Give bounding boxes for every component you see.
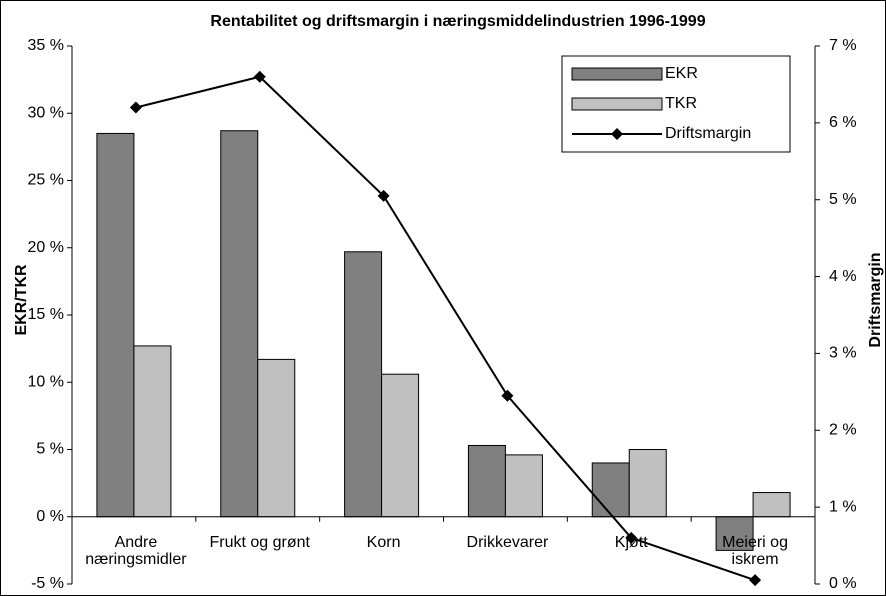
legend-swatch [571,97,663,111]
bar [96,132,135,518]
y2-tick-label: 0 % [829,575,857,592]
bar [133,345,172,518]
bar [752,492,791,518]
line-marker [501,389,514,402]
bar [381,373,420,518]
line [135,75,756,582]
line-marker [625,531,638,544]
y2-tick-label: 4 % [829,268,857,285]
y-tick-label: -5 % [31,575,64,592]
bar [220,130,259,518]
x-tick-label: Frukt og grønt [210,534,311,551]
x-tick-label: Korn [367,534,401,551]
bar [591,462,630,518]
line-marker [749,574,762,587]
x-tick-label: Andre næringsmidler [85,534,187,568]
y2-tick-label: 5 % [829,191,857,208]
y2-tick-label: 7 % [829,37,857,54]
y2-tick-label: 2 % [829,422,857,439]
legend-label: TKR [665,95,697,112]
x-tick-label: Drikkevarer [467,534,549,551]
y-tick-label: 35 % [28,37,64,54]
bar [257,358,296,518]
line-marker [129,101,142,114]
y-tick-label: 30 % [28,104,64,121]
line-marker [253,70,266,83]
legend-marker [611,128,623,140]
y-tick-label: 15 % [28,306,64,323]
chart-title: Rentabilitet og driftsmargin i næringsmi… [210,13,705,30]
bar [467,444,506,518]
y-tick-label: 20 % [28,239,64,256]
legend-label: Driftsmargin [665,125,751,142]
y2-tick-label: 3 % [829,345,857,362]
y2-axis-title: Driftsmargin [867,252,884,347]
y-axis-title: EKR/TKR [13,264,30,336]
bar [344,251,383,518]
y-tick-label: 25 % [28,172,64,189]
y-tick-label: 10 % [28,373,64,390]
y-tick-label: 5 % [36,441,64,458]
legend-swatch [571,67,663,81]
y2-tick-label: 6 % [829,114,857,131]
bar [504,454,543,518]
legend-label: EKR [665,65,698,82]
y2-tick-label: 1 % [829,498,857,515]
y-tick-label: 0 % [36,508,64,525]
line-marker [377,189,390,202]
bar [715,516,754,551]
x-tick-label: Meieri og iskrem [722,534,788,568]
bar [628,449,667,518]
